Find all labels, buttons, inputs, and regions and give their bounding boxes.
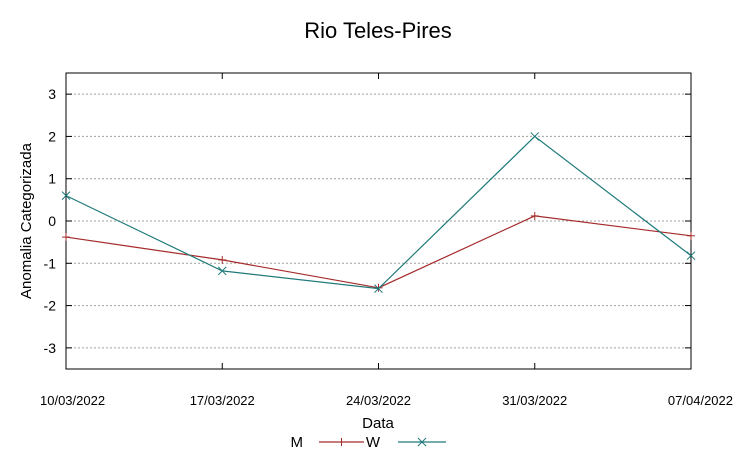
y-tick-label: 0: [48, 213, 56, 229]
series-w: [61, 132, 696, 294]
x-axis-ticks: 10/03/2022 17/03/2022 24/03/2022 31/03/2022…: [40, 73, 733, 408]
series-line: [65, 135, 692, 290]
grid-lines: [66, 93, 691, 349]
x-tick-label: 07/04/2022: [668, 393, 733, 408]
data-point: [217, 266, 227, 276]
y-tick-label: -3: [44, 340, 57, 356]
legend-label: W: [366, 434, 381, 451]
y-tick-label: 2: [48, 128, 56, 144]
chart-title: Rio Teles-Pires: [304, 18, 452, 43]
data-point: [374, 284, 383, 294]
x-tick-label: 17/03/2022: [190, 393, 255, 408]
data-point: [61, 191, 71, 200]
series-layer: [61, 132, 696, 294]
y-tick-label: -2: [44, 298, 57, 314]
x-tick-label: 31/03/2022: [502, 393, 567, 408]
x-tick-label: 24/03/2022: [346, 393, 411, 408]
data-point: [417, 437, 427, 447]
data-point: [530, 132, 540, 141]
data-point: [686, 251, 696, 261]
x-tick-label: 10/03/2022: [40, 393, 105, 408]
y-tick-label: 1: [48, 171, 56, 187]
y-tick-label: -1: [44, 255, 57, 271]
y-axis-label: Anomalia Categorizada: [18, 142, 35, 299]
legend-label: M: [291, 434, 304, 451]
x-axis-label: Data: [362, 415, 394, 432]
series-m: [62, 211, 695, 292]
y-tick-label: 3: [48, 86, 56, 102]
y-axis-ticks: -3 -2 -1 0 1 2 3: [44, 86, 691, 356]
series-line: [65, 215, 692, 289]
